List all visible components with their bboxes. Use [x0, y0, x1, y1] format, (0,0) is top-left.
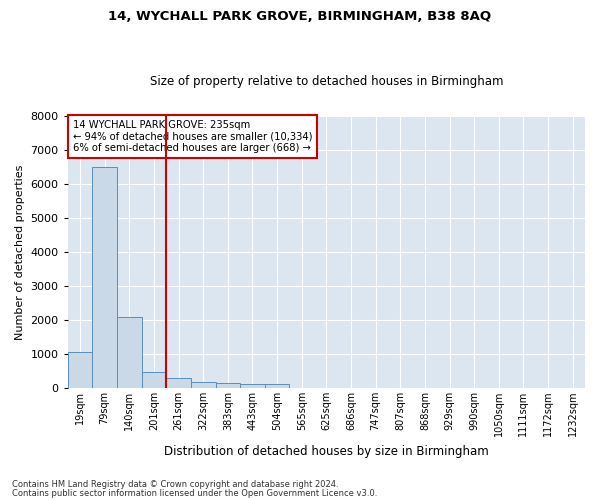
Text: 14, WYCHALL PARK GROVE, BIRMINGHAM, B38 8AQ: 14, WYCHALL PARK GROVE, BIRMINGHAM, B38 … [109, 10, 491, 23]
Bar [215, 383, 240, 388]
X-axis label: Distribution of detached houses by size in Birmingham: Distribution of detached houses by size … [164, 444, 489, 458]
Text: Contains HM Land Registry data © Crown copyright and database right 2024.: Contains HM Land Registry data © Crown c… [12, 480, 338, 489]
Text: Contains public sector information licensed under the Open Government Licence v3: Contains public sector information licen… [12, 488, 377, 498]
Bar [166, 378, 191, 388]
Y-axis label: Number of detached properties: Number of detached properties [15, 164, 25, 340]
Bar [240, 384, 265, 388]
Bar [117, 316, 142, 388]
Bar [68, 352, 92, 388]
Bar [191, 382, 215, 388]
Title: Size of property relative to detached houses in Birmingham: Size of property relative to detached ho… [149, 76, 503, 88]
Bar [265, 384, 289, 388]
Bar [92, 167, 117, 388]
Bar [142, 372, 166, 388]
Text: 14 WYCHALL PARK GROVE: 235sqm
← 94% of detached houses are smaller (10,334)
6% o: 14 WYCHALL PARK GROVE: 235sqm ← 94% of d… [73, 120, 313, 154]
